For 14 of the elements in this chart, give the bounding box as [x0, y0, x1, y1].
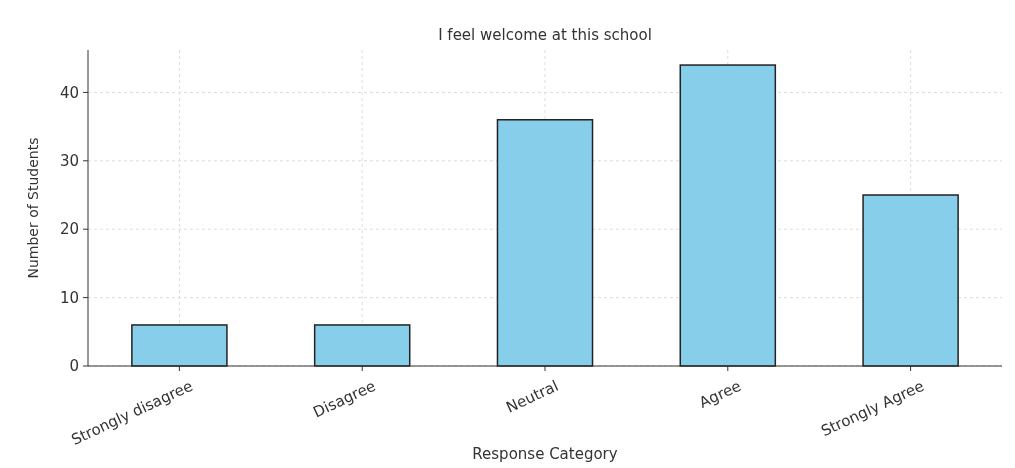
- chart-title: I feel welcome at this school: [438, 26, 652, 44]
- y-axis-title: Number of Students: [25, 137, 41, 279]
- y-tick-label: 0: [69, 357, 79, 376]
- bar: [679, 64, 777, 367]
- y-tick-label: 30: [59, 152, 79, 171]
- x-axis-title: Response Category: [472, 445, 618, 463]
- bar: [131, 324, 228, 367]
- y-tick-label: 10: [59, 288, 79, 307]
- x-tick-label: Agree: [696, 376, 744, 412]
- bar: [313, 324, 411, 367]
- y-tick-label: 40: [59, 83, 79, 102]
- bar: [496, 119, 594, 367]
- y-tick-label: 20: [59, 220, 79, 239]
- bar: [862, 194, 959, 367]
